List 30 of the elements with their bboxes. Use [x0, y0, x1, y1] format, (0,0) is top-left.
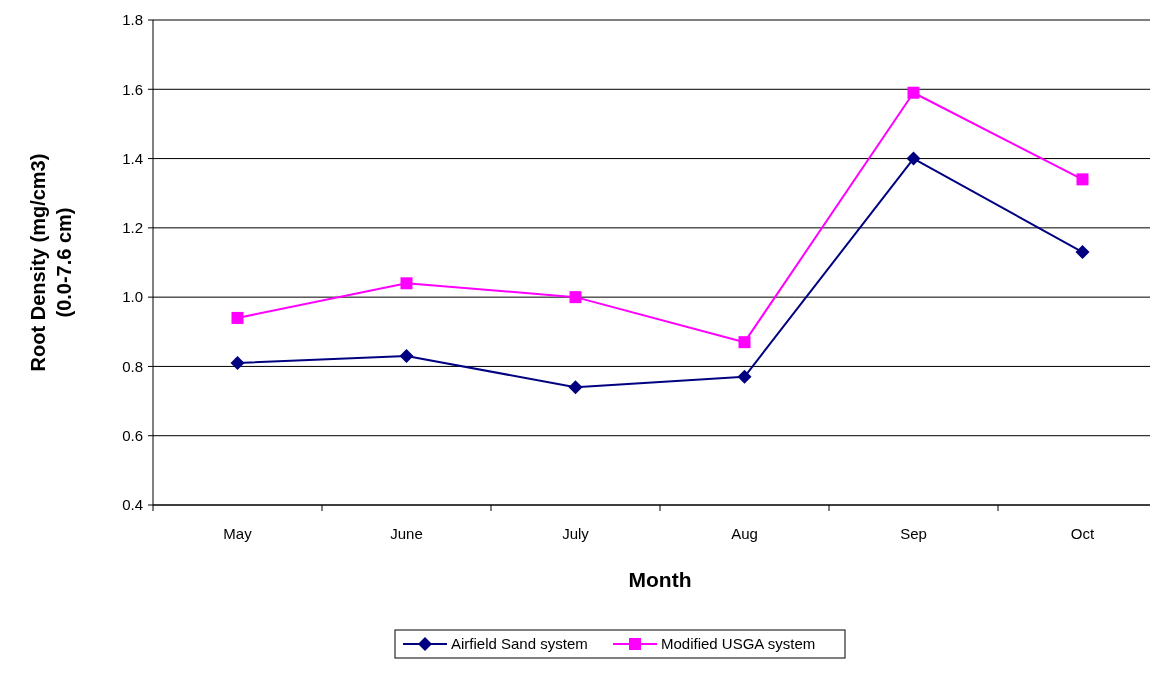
x-tick-label: Aug: [731, 525, 758, 542]
y-tick-label: 1.8: [122, 11, 143, 29]
y-axis-title: Root Density (mg/cm3) (0.0-7.6 cm): [27, 153, 75, 372]
y-tick-label: 0.4: [122, 496, 143, 514]
point: [568, 380, 583, 395]
point: [907, 86, 920, 99]
x-tick-label: Oct: [1070, 525, 1095, 542]
y-tick-label: 0.6: [122, 426, 143, 444]
point: [231, 311, 244, 324]
y-tick-label: 1.6: [122, 80, 143, 98]
legend-label: Modified USGA system: [661, 635, 816, 653]
x-tick-label: July: [562, 525, 590, 542]
point: [737, 369, 752, 384]
x-axis-title: Month: [628, 568, 692, 591]
y-tick-label: 0.8: [122, 357, 143, 375]
legend-label: Airfield Sand system: [451, 635, 588, 653]
y-tick-label: 1.0: [122, 288, 143, 306]
x-tick-label: Sep: [900, 525, 927, 542]
point: [399, 349, 414, 364]
point: [906, 151, 921, 166]
point: [230, 355, 245, 370]
x-tick-label: June: [390, 525, 423, 542]
point: [738, 336, 751, 349]
x-tick-label: May: [223, 525, 253, 542]
point: [400, 277, 413, 290]
point: [1076, 173, 1089, 186]
point: [1075, 245, 1090, 260]
point: [569, 291, 582, 304]
y-tick-label: 1.4: [122, 149, 143, 167]
y-tick-label: 1.2: [122, 219, 143, 237]
